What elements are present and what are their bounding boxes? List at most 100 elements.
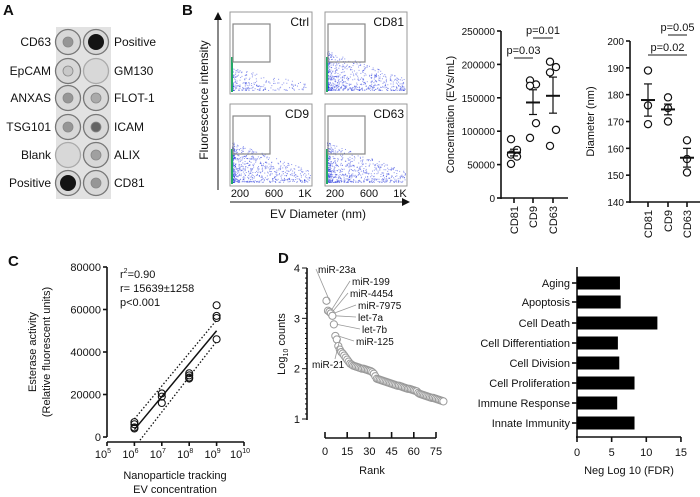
flow-event: [350, 177, 352, 179]
flow-event: [327, 62, 329, 64]
flow-event: [344, 88, 346, 90]
flow-event: [357, 79, 359, 81]
flow-event: [363, 75, 365, 77]
flow-event: [253, 163, 255, 165]
flow-event: [241, 181, 243, 183]
x-axis-label: EV concentration: [133, 484, 217, 496]
flow-event: [403, 89, 405, 91]
flow-event: [244, 85, 246, 87]
flow-event: [386, 181, 388, 183]
flow-event: [235, 76, 237, 78]
flow-event: [355, 86, 357, 88]
flow-event: [390, 181, 392, 183]
flow-event: [238, 158, 240, 160]
flow-event: [363, 81, 365, 83]
flow-event: [396, 83, 398, 85]
flow-event: [349, 68, 351, 70]
flow-event: [303, 87, 305, 89]
flow-event: [267, 167, 269, 169]
flow-event: [233, 152, 235, 154]
flow-event: [329, 76, 331, 78]
flow-event: [340, 81, 342, 83]
flow-event: [233, 165, 235, 167]
flow-event: [257, 181, 259, 183]
flow-event: [244, 89, 246, 91]
flow-event: [383, 180, 385, 182]
flow-event: [273, 168, 275, 170]
flow-event: [278, 78, 280, 80]
flow-event: [327, 67, 329, 69]
flow-event: [300, 167, 302, 169]
flow-event: [337, 60, 339, 62]
flow-event: [287, 170, 289, 172]
flow-event: [254, 74, 256, 76]
y-tick-label: 150: [607, 171, 624, 182]
flow-event: [345, 178, 347, 180]
flow-event: [384, 165, 386, 167]
flow-event: [334, 160, 336, 162]
flow-event: [404, 179, 406, 181]
flow-event: [292, 87, 294, 89]
flow-event: [292, 178, 294, 180]
flow-event: [384, 180, 386, 182]
flow-event: [258, 180, 260, 182]
flow-event: [263, 89, 265, 91]
flow-event: [333, 89, 335, 91]
flow-event: [256, 174, 258, 176]
flow-event: [392, 85, 394, 87]
flow-event: [283, 178, 285, 180]
spot: [62, 121, 74, 133]
flow-event: [335, 154, 337, 156]
flow-event: [360, 64, 362, 66]
flow-event: [328, 144, 330, 146]
flow-event: [329, 79, 331, 81]
x-axis-label: Nanoparticle tracking: [123, 470, 226, 482]
flow-event: [256, 85, 258, 87]
flow-event: [330, 170, 332, 172]
x-tick-label: 200: [231, 188, 249, 200]
flow-event: [371, 80, 373, 82]
spot-label-left: TSG101: [6, 120, 51, 134]
flow-event: [392, 81, 394, 83]
spot: [60, 175, 76, 191]
flow-event: [366, 180, 368, 182]
flow-event: [359, 87, 361, 89]
flow-event: [335, 181, 337, 183]
flow-event: [244, 160, 246, 162]
flow-event: [360, 168, 362, 170]
flow-event: [368, 86, 370, 88]
flow-event: [288, 164, 290, 166]
flow-event: [401, 87, 403, 89]
flow-event: [235, 88, 237, 90]
flow-event: [237, 169, 239, 171]
flow-event: [239, 70, 241, 72]
flow-event: [236, 82, 238, 84]
flow-event: [349, 83, 351, 85]
flow-event: [286, 170, 288, 172]
flow-event: [328, 89, 330, 91]
flow-event: [389, 169, 391, 171]
flow-event: [350, 180, 352, 182]
flow-event: [239, 149, 241, 151]
mirna-label: miR-7975: [358, 301, 402, 312]
flow-event: [374, 83, 376, 85]
bar: [577, 316, 658, 330]
flow-event: [386, 180, 388, 182]
flow-event: [347, 181, 349, 183]
flow-event: [255, 174, 257, 176]
flow-event: [330, 180, 332, 182]
flow-event: [346, 83, 348, 85]
flow-event: [254, 172, 256, 174]
flow-event: [334, 80, 336, 82]
flow-event: [358, 86, 360, 88]
flow-event: [340, 181, 342, 183]
flow-event: [373, 69, 375, 71]
flow-event: [234, 172, 236, 174]
data-point: [329, 320, 338, 329]
flow-event: [279, 181, 281, 183]
flow-event: [329, 142, 331, 144]
flow-event: [341, 58, 343, 60]
flow-event: [360, 174, 362, 176]
flow-event: [286, 82, 288, 84]
flow-event: [262, 86, 264, 88]
